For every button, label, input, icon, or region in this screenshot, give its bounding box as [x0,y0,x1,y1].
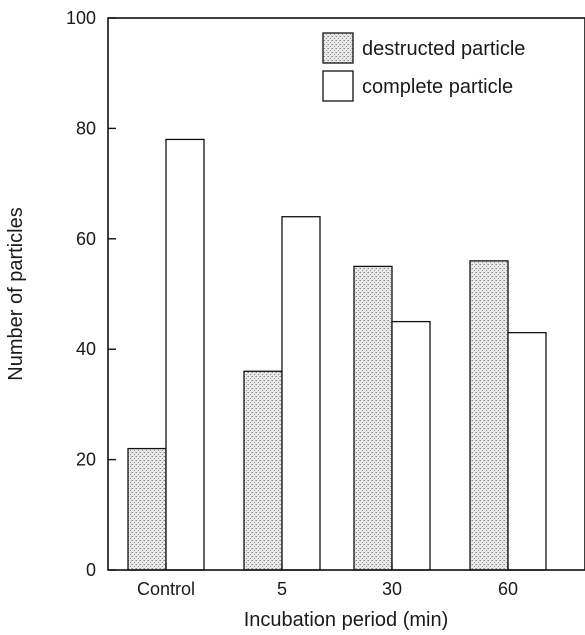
x-tick-label: Control [137,579,195,599]
bar-complete-5 [281,216,321,571]
legend-swatch-complete [322,70,354,102]
legend-label-complete: complete particle [362,76,513,98]
y-axis-ticks: 0 20 40 60 80 100 [66,8,116,580]
legend: destructed particle complete particle [322,32,525,102]
y-axis-title: Number of particles [5,207,27,380]
x-tick-label: 30 [382,579,402,599]
bar-complete-Control [165,138,205,571]
bar-destructed-5 [243,370,283,571]
x-axis-ticks: Control 5 30 60 [137,563,518,599]
bar-destructed-60 [469,260,509,571]
plot-frame [107,17,585,571]
x-tick-label: 5 [277,579,287,599]
bar-destructed-Control [127,447,167,571]
y-tick-label: 60 [76,229,96,249]
y-tick-label: 0 [86,560,96,580]
bars-group [127,138,547,571]
y-tick-label: 40 [76,339,96,359]
y-tick-label: 20 [76,450,96,470]
bar-destructed-30 [353,265,393,571]
legend-label-destructed: destructed particle [362,38,525,60]
x-axis-title: Incubation period (min) [244,609,449,631]
y-tick-label: 80 [76,118,96,138]
x-tick-label: 60 [498,579,518,599]
legend-swatch-destructed [322,32,354,64]
bar-complete-60 [507,331,547,571]
y-tick-label: 100 [66,8,96,28]
bar-complete-30 [391,320,431,571]
